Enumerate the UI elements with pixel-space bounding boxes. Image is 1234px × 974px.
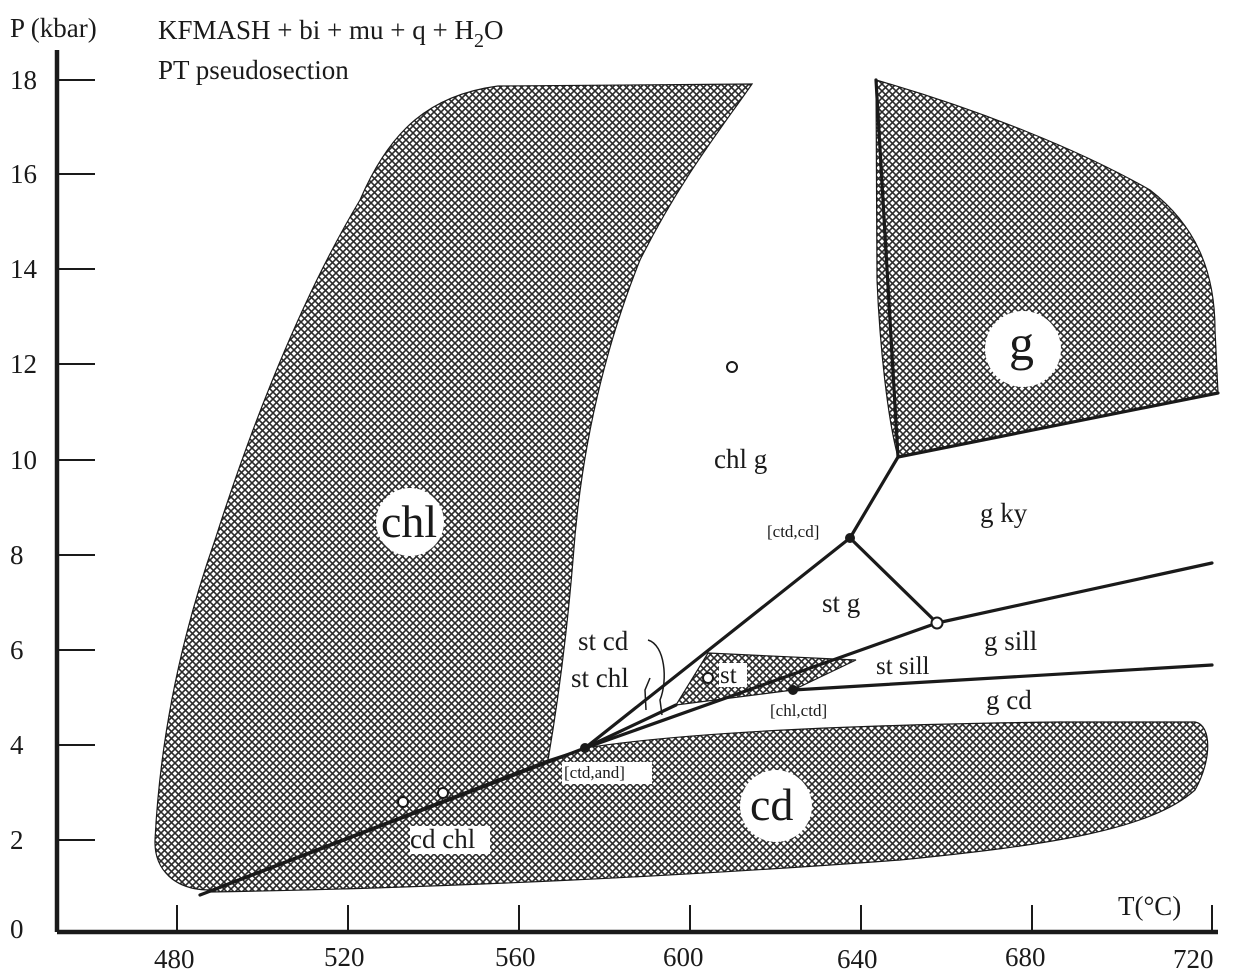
line-stcd — [583, 703, 678, 750]
marker-st — [702, 672, 714, 684]
y-tick-label-12: 12 — [10, 349, 37, 379]
marker-cd-chl-1 — [397, 796, 409, 808]
axes — [54, 50, 1218, 935]
st-cd-leader — [647, 639, 665, 716]
field-label-g-ky: g ky — [980, 498, 1028, 528]
y-tick-label-14: 14 — [10, 254, 38, 284]
x-tick-label-560: 560 — [495, 942, 536, 972]
field-label-g-cd: g cd — [986, 685, 1032, 715]
invariant-point-chl-ctd — [788, 685, 798, 695]
line-chl-cd — [198, 746, 587, 897]
g-label-backdrop — [985, 311, 1061, 387]
field-label-st-sill: st sill — [876, 653, 930, 680]
x-tick-label-480: 480 — [154, 944, 195, 974]
y-tick-label-0: 0 — [10, 914, 24, 944]
line-g-region-left — [874, 78, 900, 459]
line-sill-upper — [935, 561, 1214, 625]
line-chlctd-gcd — [791, 663, 1214, 692]
cd-label-backdrop — [740, 770, 812, 842]
x-tick-label-680: 680 — [1005, 942, 1046, 972]
line-ctdcd-ky-sill — [848, 536, 939, 625]
x-tick-label-520: 520 — [324, 942, 365, 972]
st-chl-leader — [644, 677, 651, 711]
field-label-chl-g: chl g — [714, 444, 767, 474]
field-label-st-cd: st cd — [578, 626, 629, 656]
ctd-cd-label-backdrop — [765, 520, 841, 542]
x-tick-label-640: 640 — [837, 944, 878, 974]
invariant-point-ky-sill — [930, 616, 944, 630]
chl-ctd-label-backdrop — [768, 700, 848, 722]
y-tick-label-2: 2 — [10, 825, 24, 855]
invariant-point-ctd-and — [580, 743, 590, 753]
invariant-label-chl-ctd: [chl,ctd] — [770, 701, 827, 720]
chl-label-backdrop — [376, 488, 444, 556]
y-tick-label-6: 6 — [10, 635, 24, 665]
field-label-st-chl: st chl — [571, 663, 629, 693]
line-g-region-lower — [896, 391, 1220, 459]
y-tick-label-16: 16 — [10, 159, 37, 189]
y-tick-label-18: 18 — [10, 65, 37, 95]
region-label-g: g — [1009, 315, 1034, 371]
ctd-and-label-backdrop — [562, 762, 652, 784]
invariant-point-ctd-cd — [845, 533, 855, 543]
invariant-label-ctd-cd: [ctd,cd] — [767, 522, 819, 541]
line-ctdcd-upper — [848, 455, 900, 540]
title-line2: PT pseudosection — [158, 55, 349, 85]
field-label-cd-chl: cd chl — [410, 824, 475, 854]
y-tick-label-10: 10 — [10, 445, 37, 475]
region-label-cd: cd — [750, 779, 793, 830]
line-ctdand-sill — [583, 621, 939, 750]
field-label-st-g: st g — [822, 588, 860, 618]
marker-cd-chl-2 — [437, 787, 449, 799]
field-label-st: st — [720, 662, 737, 689]
x-tick-label-720: 720 — [1173, 944, 1214, 974]
x-axis-title: T(°C) — [1118, 891, 1181, 921]
title-line1: KFMASH + bi + mu + q + H2O — [158, 15, 503, 52]
y-axis-title: P (kbar) — [10, 13, 97, 43]
x-tick-label-600: 600 — [663, 942, 704, 972]
y-tick-label-4: 4 — [10, 730, 24, 760]
field-label-g-sill: g sill — [984, 626, 1037, 656]
cd-chl-label-backdrop — [410, 826, 490, 854]
y-tick-label-8: 8 — [10, 540, 24, 570]
st-label-backdrop — [719, 663, 747, 687]
chl-region — [154, 83, 754, 891]
reaction-lines — [198, 78, 1220, 897]
invariant-label-ctd-and: [ctd,and] — [564, 763, 625, 782]
region-label-chl: chl — [381, 496, 437, 547]
g-region — [875, 79, 1219, 458]
line-ctdand-ctdcd — [583, 536, 852, 750]
marker-12kbar — [726, 361, 738, 373]
